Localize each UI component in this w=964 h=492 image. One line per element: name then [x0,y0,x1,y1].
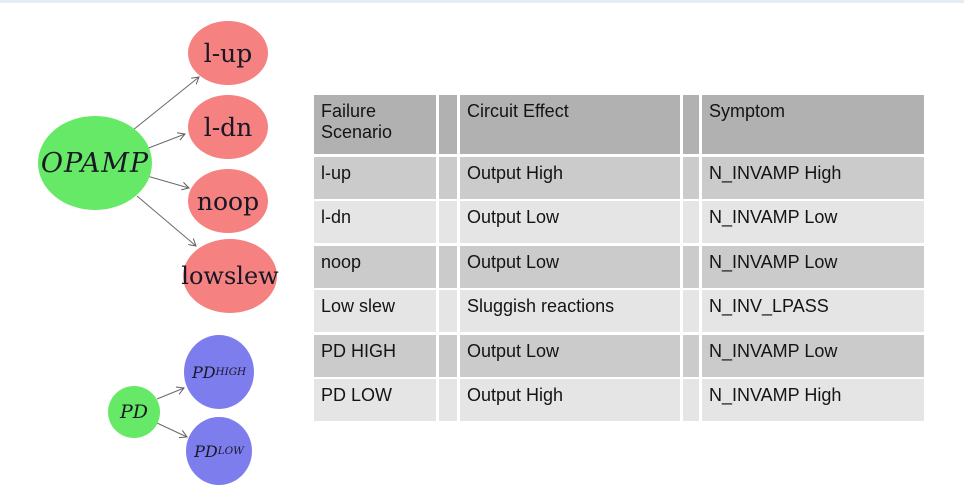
cell-symptom: N_INVAMP Low [702,334,924,377]
cell-symptom: N_INVAMP High [702,156,924,199]
node-label: l-up [203,38,253,68]
header-circuit-effect: Circuit Effect [460,95,680,154]
cell-failure-scenario: noop [314,245,436,288]
cell-symptom: N_INVAMP Low [702,201,924,243]
cell-circuit-effect: Output Low [460,201,680,243]
cell-circuit-effect: Output Low [460,334,680,377]
header-spacer-1 [439,95,457,154]
node-l-dn: l-dn [188,95,268,159]
cell-failure-scenario: Low slew [314,290,436,332]
row-spacer-2 [683,156,699,199]
node-label: PD [191,362,216,382]
node-label-subscript: HIGH [215,365,247,378]
window-top-edge [0,0,964,3]
row-spacer-2 [683,290,699,332]
row-spacer-1 [439,245,457,288]
row-spacer-1 [439,201,457,243]
node-opamp: OPAMP [38,116,152,210]
cell-failure-scenario: PD LOW [314,379,436,421]
node-lowslew: lowslew [181,239,279,313]
row-spacer-2 [683,334,699,377]
node-label-subscript: LOW [217,444,244,457]
node-l-up: l-up [188,21,268,85]
row-spacer-1 [439,156,457,199]
header-failure-scenario: Failure Scenario [314,95,436,154]
cell-symptom: N_INV_LPASS [702,290,924,332]
node-label: PD [194,441,218,461]
cell-failure-scenario: l-up [314,156,436,199]
row-spacer-1 [439,290,457,332]
node-label: noop [196,186,260,216]
node-pd-low: PD LOW [186,417,252,485]
cell-circuit-effect: Sluggish reactions [460,290,680,332]
row-spacer-2 [683,245,699,288]
cell-failure-scenario: PD HIGH [314,334,436,377]
header-spacer-2 [683,95,699,154]
header-symptom: Symptom [702,95,924,154]
edge-opamp-noop [146,175,189,188]
node-pd: PD [108,386,160,438]
row-spacer-1 [439,379,457,421]
cell-circuit-effect: Output High [460,156,680,199]
cell-circuit-effect: Output High [460,379,680,421]
node-noop: noop [188,169,268,233]
cell-symptom: N_INVAMP High [702,379,924,421]
node-label: lowslew [181,262,279,290]
cell-circuit-effect: Output Low [460,245,680,288]
edge-pd-pdhigh [156,388,184,400]
node-label: l-dn [203,112,253,142]
row-spacer-2 [683,379,699,421]
node-label: OPAMP [40,147,150,179]
cell-failure-scenario: l-dn [314,201,436,243]
node-pd-high: PD HIGH [184,335,254,409]
row-spacer-1 [439,334,457,377]
row-spacer-2 [683,201,699,243]
node-label: PD [119,401,149,423]
failure-scenario-table: Failure Scenario Circuit Effect Symptom … [314,95,924,421]
edge-opamp-ldn [145,134,185,150]
edge-pd-pdlow [156,422,187,437]
cell-symptom: N_INVAMP Low [702,245,924,288]
